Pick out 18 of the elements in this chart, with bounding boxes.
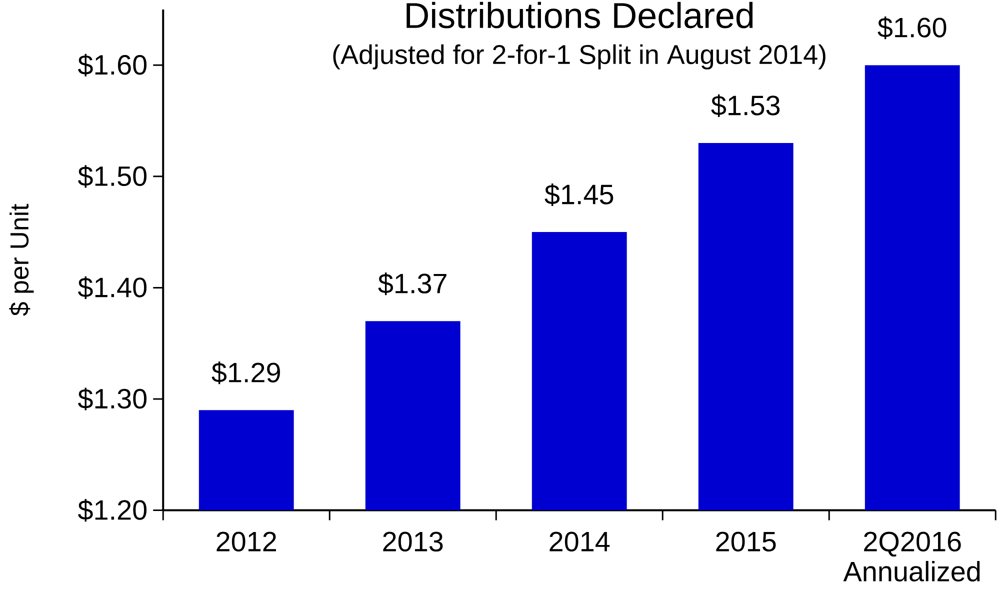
y-tick-label: $1.40 <box>78 276 147 300</box>
y-tick-label: $1.50 <box>78 165 147 188</box>
y-tick-label: $1.20 <box>78 499 147 522</box>
x-tick-label: 2015 <box>716 532 776 552</box>
data-label: $1.29 <box>212 362 280 384</box>
x-tick-label: 2013 <box>383 532 443 552</box>
data-label: $1.45 <box>544 184 614 206</box>
chart-title: Distributions Declared <box>406 2 753 28</box>
x-tick-label: 2012 <box>216 532 276 552</box>
x-tick-label: 2Q2016 Annualized <box>843 532 980 582</box>
data-label: $1.37 <box>378 272 446 296</box>
data-label: $1.60 <box>878 16 946 40</box>
text: (Adjusted for 2-for-1 Split in August 2014) <box>333 44 826 70</box>
data-label: $1.53 <box>711 94 780 118</box>
x-tick-label: 2014 <box>550 532 610 552</box>
y-tick-label: $1.30 <box>78 388 147 410</box>
y-axis-title: $ per Unit <box>9 204 34 316</box>
y-tick-label: $1.60 <box>78 54 147 77</box>
